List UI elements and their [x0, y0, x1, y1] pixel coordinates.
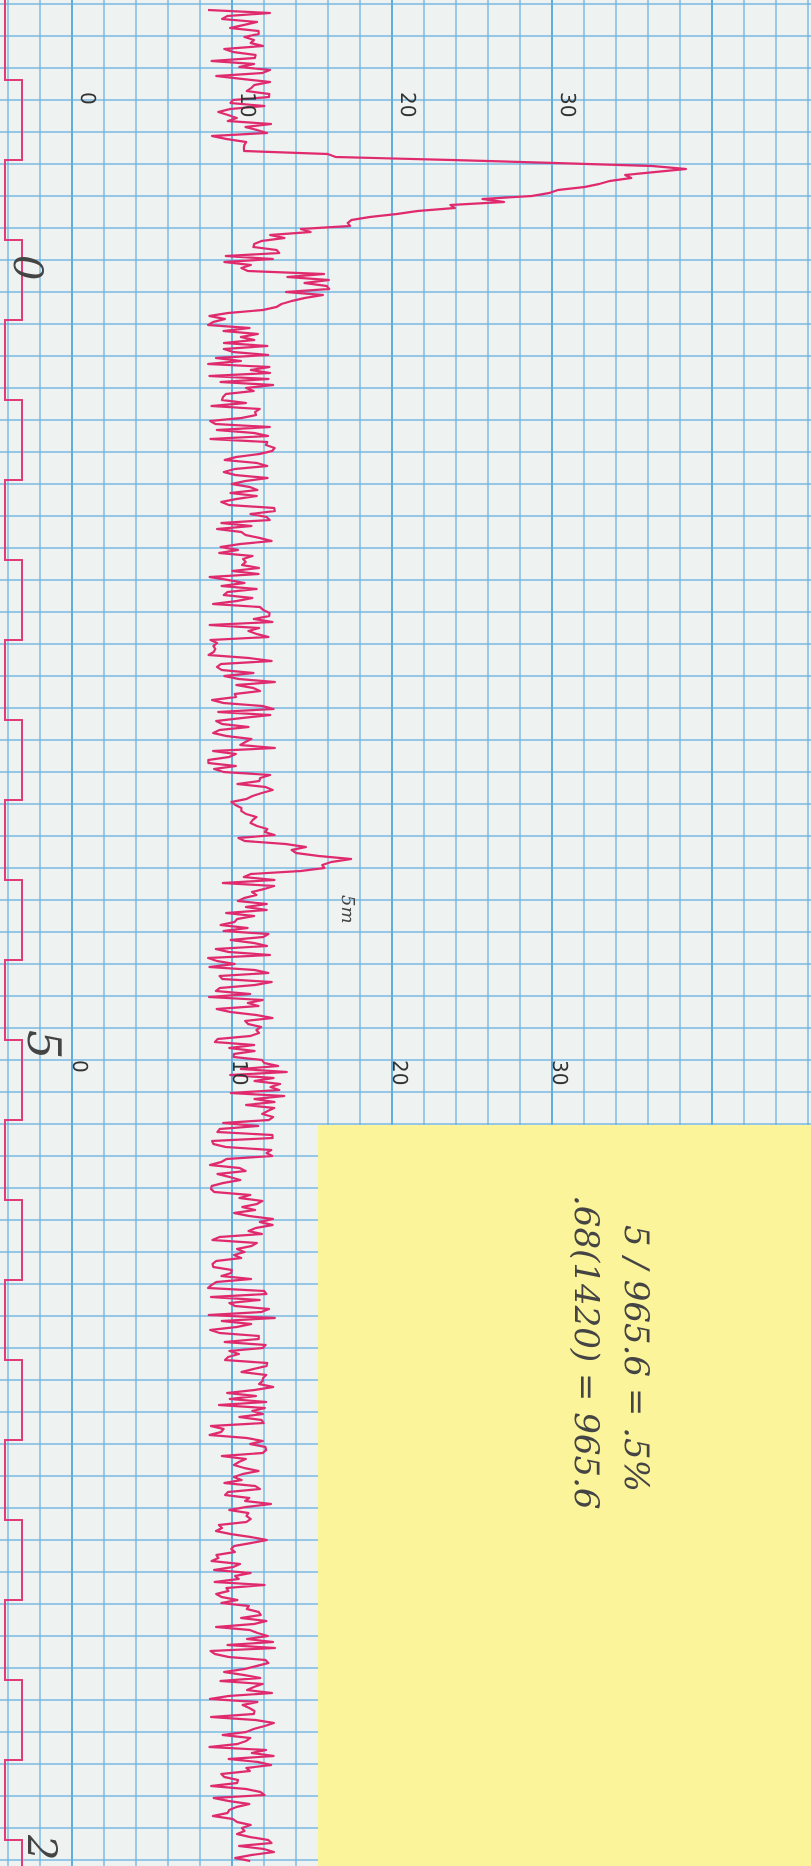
- scale-label: 30: [556, 92, 580, 117]
- labels: 0 10 20 30 0 10 20 30: [68, 92, 580, 1085]
- scale-label: 30: [548, 1060, 572, 1085]
- hand-mark: 0: [4, 255, 50, 280]
- event-marker: [4, 0, 23, 1866]
- hand-mark: 2: [18, 1834, 64, 1860]
- scale-label: 10: [228, 1060, 252, 1085]
- note-line: .68(1420) = 965.6: [566, 1195, 606, 1510]
- sticky-note: [318, 1125, 811, 1866]
- scale-label: 0: [68, 1060, 92, 1073]
- note-line: 5 / 965.6 = .5%: [616, 1225, 656, 1492]
- scale-label: 10: [236, 92, 260, 117]
- trace: [207, 8, 687, 1863]
- hand-note: 5m: [337, 895, 358, 924]
- scale-label: 0: [76, 92, 100, 105]
- scale-label: 20: [396, 92, 420, 117]
- hand-mark: 5: [17, 1030, 71, 1059]
- scale-label: 20: [388, 1060, 412, 1085]
